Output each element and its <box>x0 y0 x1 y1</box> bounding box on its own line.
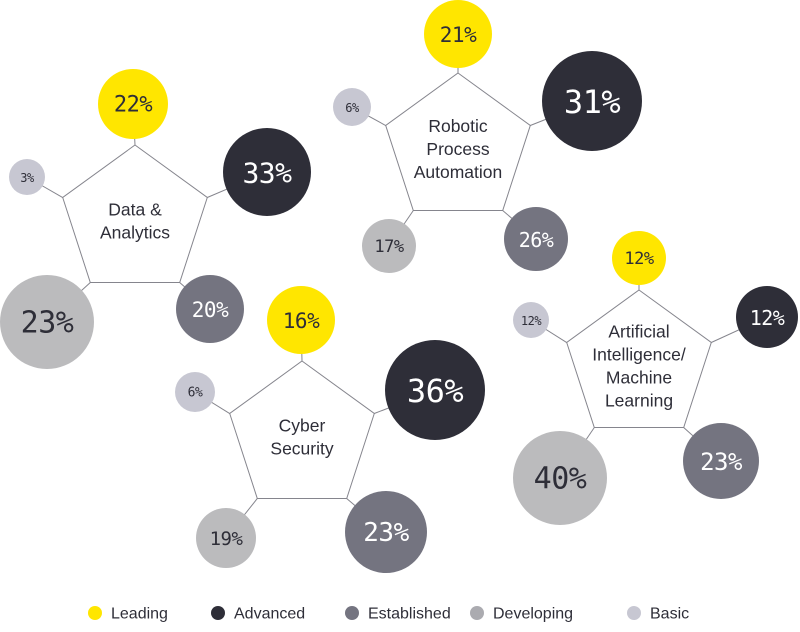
bubble-advanced-robotic-process-automation <box>542 51 642 151</box>
bubble-established-robotic-process-automation <box>504 207 568 271</box>
bubble-value: 20% <box>192 298 229 322</box>
bubble-advanced-data-analytics <box>223 128 311 216</box>
pentagon-label-ai-machine-learning: Artificial Intelligence/Machine Learning <box>592 322 686 411</box>
pentagon-cyber-security <box>229 360 375 499</box>
legend-label-advanced: Advanced <box>234 606 305 623</box>
legend-dot-basic <box>627 606 641 620</box>
legend-dot-developing <box>470 606 484 620</box>
legend: Leading Advanced Established Developing Basi… <box>88 606 689 623</box>
cluster-ai-machine-learning: Artificial Intelligence/Machine Learning 12… <box>513 231 798 525</box>
bubble-developing-data-analytics <box>0 275 94 369</box>
bubble-value: 22% <box>114 93 152 118</box>
cluster-robotic-process-automation: Robotic Process Automation 21% 31% 26% 17% 6% <box>333 0 642 273</box>
pentagon-ai-machine-learning <box>566 289 712 428</box>
pentagon-label-robotic-process-automation: Robotic Process Automation <box>414 116 503 182</box>
bubble-leading-robotic-process-automation <box>424 0 492 68</box>
bubble-advanced-cyber-security <box>385 340 485 440</box>
legend-label-leading: Leading <box>111 606 168 623</box>
bubble-established-ai-machine-learning <box>683 423 759 499</box>
bubble-value: 26% <box>519 228 554 252</box>
bubble-established-data-analytics <box>176 275 244 343</box>
bubble-value: 12% <box>521 314 542 328</box>
bubble-value: 40% <box>534 462 587 497</box>
bubble-basic-data-analytics <box>9 159 45 195</box>
legend-dot-established <box>345 606 359 620</box>
bubble-value: 31% <box>564 83 621 121</box>
bubble-value: 19% <box>210 528 244 550</box>
bubble-value: 23% <box>700 448 743 476</box>
bubble-value: 3% <box>20 171 35 185</box>
pentagon-data-analytics <box>62 144 208 283</box>
cluster-data-analytics: Data & Analytics 22% 33% 20% 23% 3% <box>0 69 311 369</box>
bubble-value: 36% <box>407 372 464 410</box>
bubble-basic-ai-machine-learning <box>513 302 549 338</box>
bubble-value: 12% <box>624 249 653 269</box>
legend-dot-advanced <box>211 606 225 620</box>
bubble-established-cyber-security <box>345 491 427 573</box>
bubble-basic-robotic-process-automation <box>333 88 371 126</box>
bubble-value: 23% <box>363 518 409 548</box>
bubble-leading-cyber-security <box>267 286 335 354</box>
bubble-basic-cyber-security <box>175 372 215 412</box>
bubble-value: 12% <box>750 306 785 330</box>
bubble-value: 21% <box>440 23 477 47</box>
pentagon-label-cyber-security: Cyber Security <box>270 416 333 459</box>
legend-label-established: Established <box>368 606 451 623</box>
bubble-value: 23% <box>21 306 74 341</box>
bubble-developing-ai-machine-learning <box>513 431 607 525</box>
bubble-value: 33% <box>242 157 292 190</box>
bubble-leading-ai-machine-learning <box>612 231 666 285</box>
bubble-developing-robotic-process-automation <box>362 219 416 273</box>
pentagon-label-data-analytics: Data & Analytics <box>100 200 170 243</box>
legend-label-basic: Basic <box>650 606 689 623</box>
bubble-value: 17% <box>374 237 403 257</box>
bubble-developing-cyber-security <box>196 508 256 568</box>
cluster-cyber-security: Cyber Security 16% 36% 23% 19% 6% <box>175 286 485 573</box>
bubble-value: 6% <box>345 101 360 115</box>
legend-dot-leading <box>88 606 102 620</box>
bubble-advanced-ai-machine-learning <box>736 286 798 348</box>
bubble-leading-data-analytics <box>98 69 168 139</box>
bubble-value: 16% <box>283 309 320 333</box>
legend-label-developing: Developing <box>493 606 573 623</box>
bubble-value: 6% <box>188 386 203 401</box>
pentagon-robotic-process-automation <box>385 72 531 211</box>
